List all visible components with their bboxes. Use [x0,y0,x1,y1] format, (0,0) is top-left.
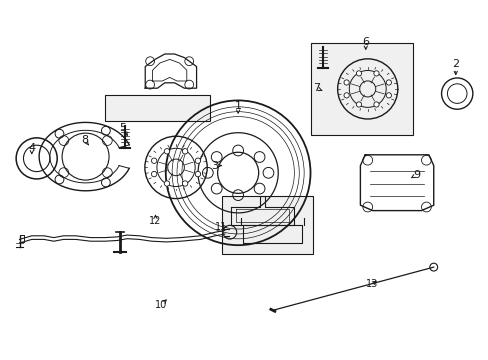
Circle shape [373,102,378,107]
Circle shape [429,263,437,271]
Circle shape [356,71,361,76]
Circle shape [386,80,391,85]
Circle shape [195,171,200,177]
Text: 7: 7 [312,83,319,93]
Circle shape [356,102,361,107]
Text: 13: 13 [365,279,377,289]
Circle shape [151,171,157,177]
Text: 8: 8 [81,135,88,145]
Text: 6: 6 [362,37,368,48]
Circle shape [373,71,378,76]
Circle shape [343,93,348,98]
Circle shape [195,158,200,163]
Circle shape [182,149,187,154]
Circle shape [182,181,187,186]
Text: 4: 4 [28,143,35,153]
Text: 10: 10 [155,300,167,310]
Circle shape [151,158,157,163]
Text: 3: 3 [211,161,218,171]
Text: 1: 1 [234,101,241,111]
Text: 11: 11 [214,222,227,232]
Text: 9: 9 [413,170,420,180]
FancyBboxPatch shape [105,95,210,121]
Circle shape [386,93,391,98]
Circle shape [343,80,348,85]
FancyBboxPatch shape [222,196,312,254]
FancyBboxPatch shape [310,43,412,135]
Text: 5: 5 [119,123,125,133]
Text: 2: 2 [451,59,458,69]
Circle shape [164,149,169,154]
Text: 12: 12 [149,216,162,226]
Circle shape [164,181,169,186]
